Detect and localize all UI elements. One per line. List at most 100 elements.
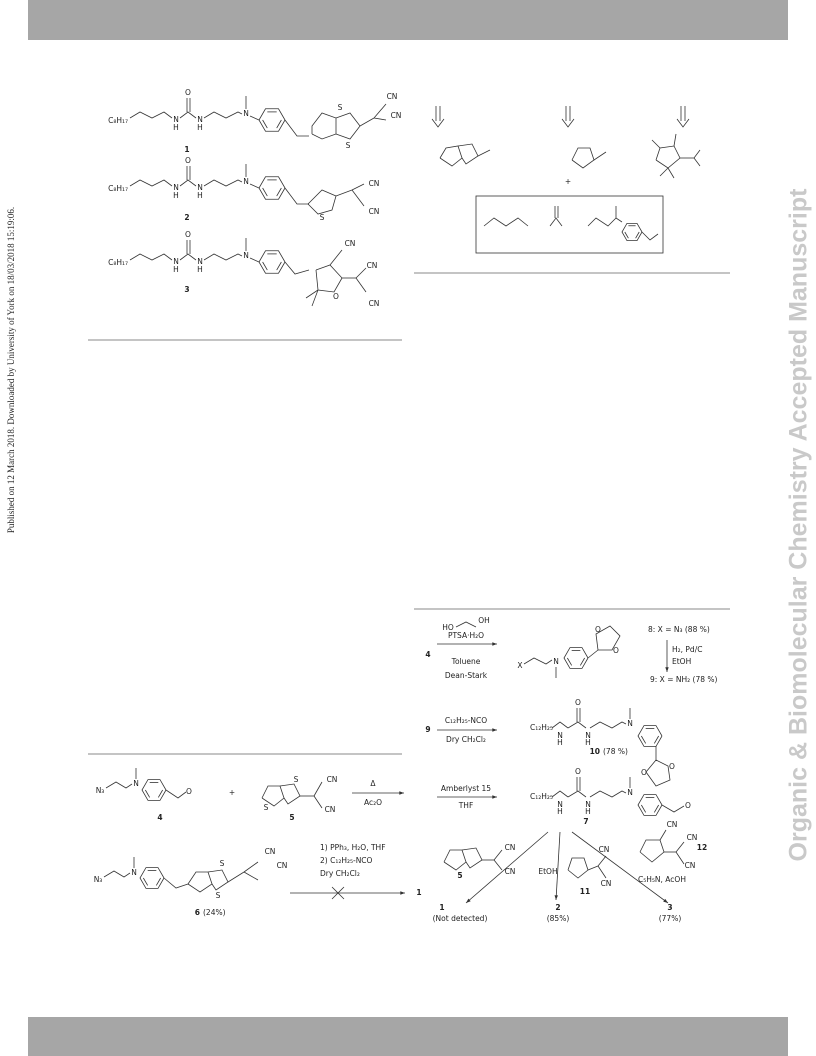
ring [262,119,268,129]
chem-label: N [585,731,591,740]
chem-label: 9: X = NH₂ (78 %) [650,675,717,684]
chem-label: C₈H₁₇ [108,116,128,125]
chem-label: N₃ [94,875,103,884]
arrow-head [554,895,558,900]
chem-label: O [595,625,601,634]
bond [593,151,607,161]
chem-label: O [575,698,581,707]
bond [249,115,260,121]
side-note: Published on 12 March 2018. Downloaded b… [6,207,16,533]
bond [567,721,587,729]
bond [693,157,701,167]
compound-label: 5 [289,813,294,822]
footer-bar [28,1017,788,1056]
ring [645,759,671,787]
retro-arrow [561,118,575,128]
bond [179,179,197,187]
ring [563,647,589,669]
chem-label: H [585,738,591,747]
bond [597,865,607,879]
chem-label: (Not detected) [433,914,488,923]
ring [335,112,361,140]
arrow-head [399,791,404,795]
bond [103,870,131,878]
compound-label: 10 [590,747,600,756]
chem-label: CN [391,111,402,120]
bond [203,253,243,261]
chem-label: N [197,115,203,124]
bond [311,289,319,307]
compound-label: 1 [439,903,444,912]
ring [258,250,286,274]
ring [653,735,659,744]
chem-label: CN [505,843,516,852]
chem-label: Toluene [451,657,481,666]
bond [551,790,569,798]
ring [276,187,282,197]
bond [589,721,627,729]
chem-label: THF [458,801,474,810]
bond [179,111,197,119]
ring [641,735,647,744]
compound-label: 2 [555,903,560,912]
chem-label: H [197,191,203,200]
bond [659,167,669,177]
ring [579,657,585,666]
chem-label: N [553,657,559,666]
bond [675,841,685,853]
chem-label: O [333,292,339,301]
chem-label: CN [687,833,698,842]
chem-label: S [216,891,221,900]
compound-label: 12 [697,843,707,852]
ring [621,222,643,242]
bond [355,277,367,293]
chem-label: N [243,177,249,186]
bond [329,249,343,266]
chem-label: EtOH [538,867,557,876]
ring [139,867,165,889]
compound-label: 4 [425,650,430,659]
bond [243,861,259,873]
bond [284,119,309,137]
chem-label: Dry CH₂Cl₂ [320,869,360,878]
ring [155,877,161,886]
arrow-head [400,891,405,895]
bond [587,865,599,871]
chem-label: C₈H₁₇ [108,184,128,193]
chem-label: C₅H₅N, AcOH [638,875,686,884]
retro-arrow [431,118,445,128]
ring [145,789,151,798]
bond [284,187,309,205]
chem-label: CN [345,239,356,248]
chem-label: EtOH [672,657,691,666]
chem-label: CN [387,92,398,101]
arrow-head [492,642,497,646]
chem-label: CN [325,805,336,814]
chem-label: Dean-Stark [445,671,488,680]
bond [203,111,243,119]
bond [203,179,243,187]
chem-label: O [669,762,675,771]
chem-label: Δ [370,779,376,788]
ring [143,877,149,886]
compound-label: 4 [157,813,162,822]
chem-label: N [131,868,137,877]
chem-label: C₈H₁₇ [108,258,128,267]
ring [141,779,167,801]
chem-label: O [185,230,191,239]
chem-label: S [294,775,299,784]
ring [567,857,589,879]
bond [549,217,563,227]
cross [331,886,345,900]
chem-label: 2) C₁₂H₂₅-NCO [320,856,373,865]
bond [551,721,569,729]
compound-label: 7 [583,817,588,826]
bond [477,149,491,157]
ring [641,804,647,813]
arrow-head [492,728,497,732]
chem-label: N [173,183,179,192]
chem-label: N [173,257,179,266]
ring [311,112,337,140]
chem-label: S [220,859,225,868]
ring [624,231,629,239]
